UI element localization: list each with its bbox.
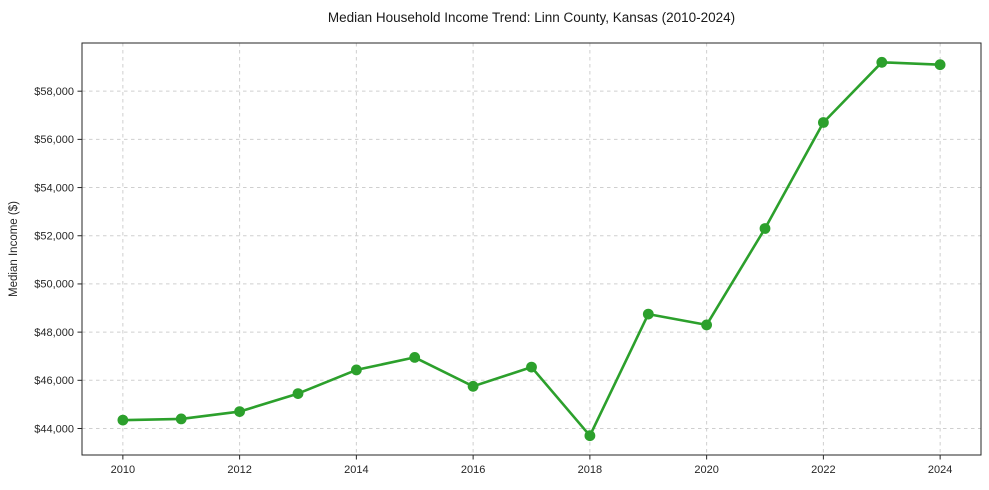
x-tick-label: 2020 [694, 464, 718, 476]
data-point-2024 [934, 59, 946, 71]
data-point-2016 [467, 380, 479, 392]
data-point-2019 [642, 308, 654, 320]
y-tick-label: $50,000 [34, 279, 74, 291]
plot-border [81, 42, 982, 456]
tick-labels: $44,000 $46,000 $48,000 $50,000 $52,000 $54,0… [34, 86, 952, 476]
x-tick-label: 2018 [578, 464, 602, 476]
x-tick-label: 2010 [111, 464, 135, 476]
x-tick-label: 2012 [227, 464, 251, 476]
chart-title: Median Household Income Trend: Linn Coun… [328, 10, 735, 25]
data-point-2018 [584, 430, 596, 442]
data-point-2023 [876, 56, 888, 68]
x-tick-label: 2016 [461, 464, 485, 476]
data-point-2012 [234, 406, 246, 417]
data-point-2017 [526, 361, 537, 373]
data-series [117, 56, 946, 442]
x-tick-label: 2022 [811, 464, 835, 476]
y-tick-label: $48,000 [34, 327, 74, 339]
data-point-2021 [759, 223, 771, 234]
data-point-2022 [818, 117, 829, 128]
data-point-2013 [292, 388, 304, 399]
axis-ticks [77, 90, 941, 460]
data-point-2010 [117, 414, 129, 426]
x-tick-label: 2014 [344, 464, 368, 476]
y-tick-label: $44,000 [34, 423, 74, 435]
data-point-2011 [175, 413, 187, 425]
y-tick-label: $56,000 [34, 134, 74, 146]
data-point-2014 [351, 364, 362, 376]
data-point-2015 [409, 352, 421, 363]
y-axis-label: Median Income ($) [8, 201, 20, 297]
data-point-2020 [701, 319, 712, 331]
y-tick-label: $46,000 [34, 375, 74, 387]
data-line [121, 61, 942, 437]
y-tick-label: $54,000 [34, 182, 74, 194]
y-tick-label: $52,000 [34, 231, 74, 243]
gridlines [82, 43, 981, 455]
x-tick-label: 2024 [928, 464, 952, 476]
y-tick-label: $58,000 [34, 86, 74, 98]
